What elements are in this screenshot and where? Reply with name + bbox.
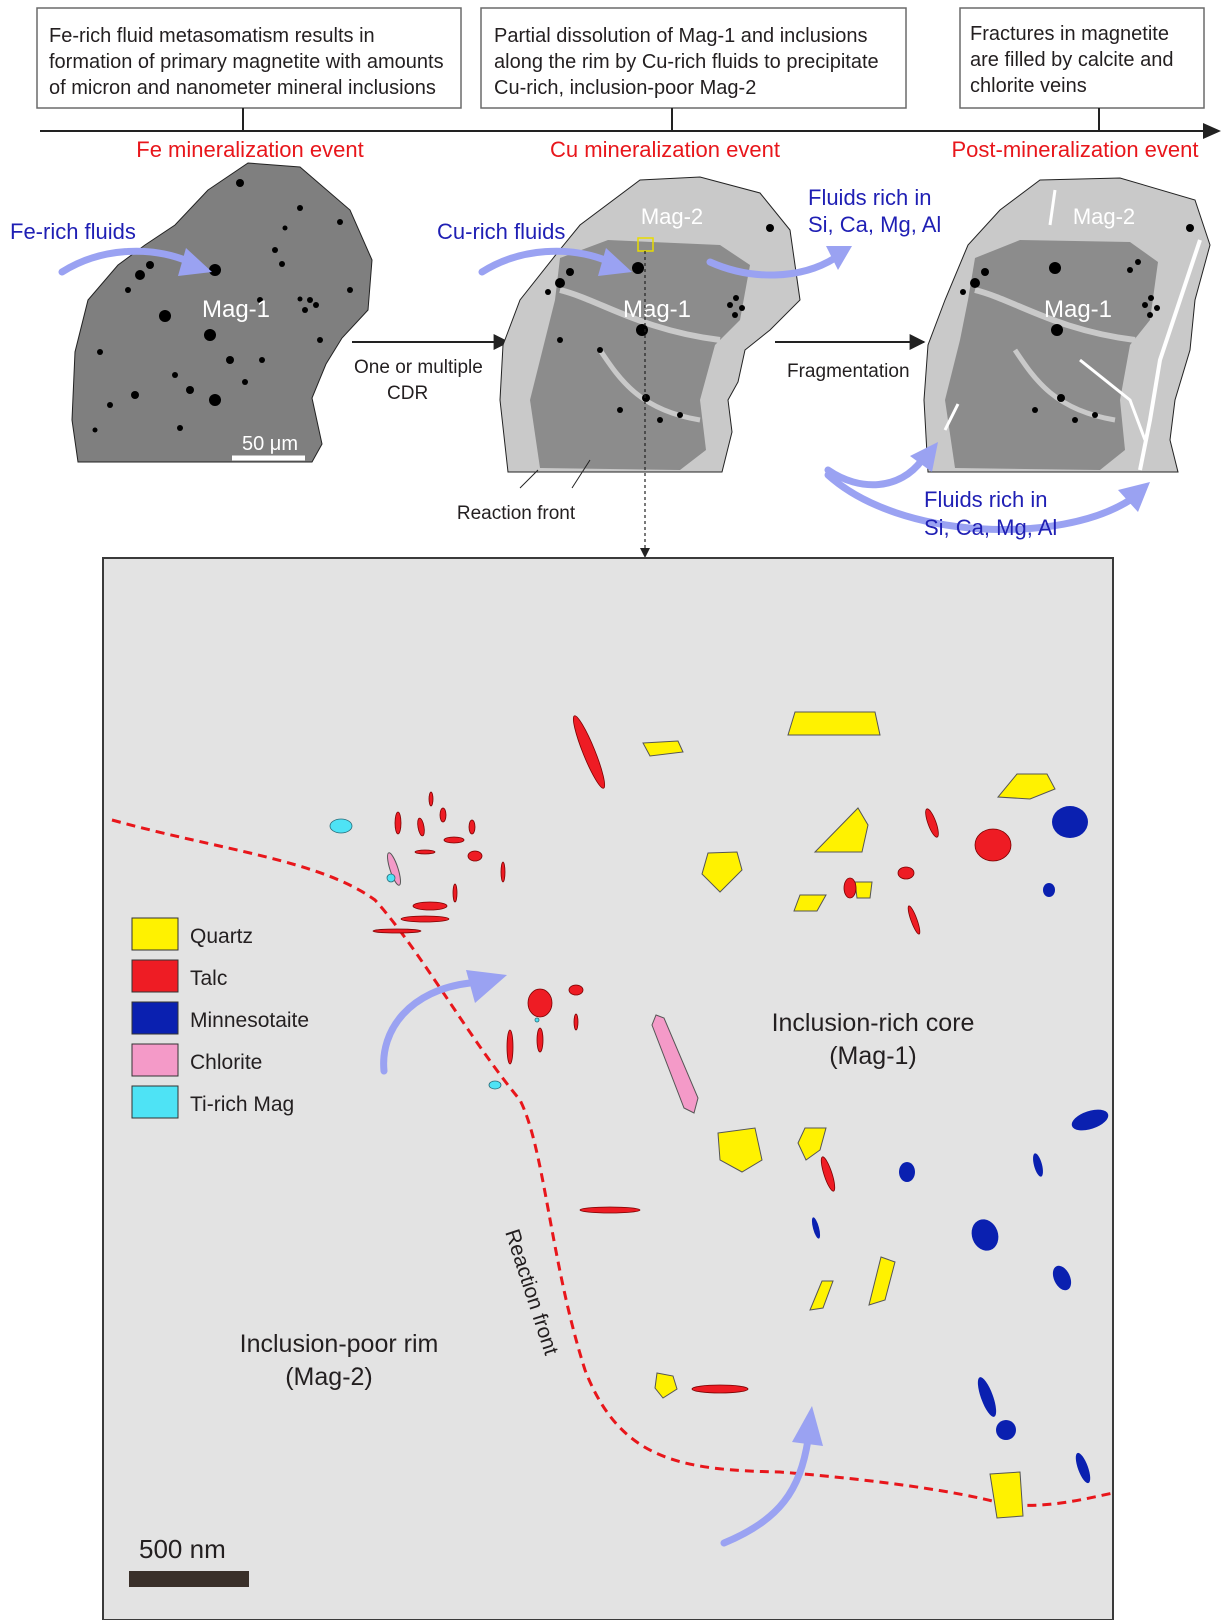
- quartz-grains: [642, 711, 1056, 1519]
- box1-line1: Fe-rich fluid metasomatism results in: [49, 25, 375, 47]
- legend-swatch-chlorite: [131, 1043, 179, 1077]
- description-box-3: Fractures in magnetite are filled by cal…: [959, 7, 1205, 109]
- stage2-mag2-label: Mag-2: [641, 204, 703, 229]
- box1-line3: of micron and nanometer mineral inclusio…: [49, 77, 436, 99]
- core-label-line1: Inclusion-rich core: [772, 1009, 975, 1037]
- stage3-grain: [923, 177, 1211, 473]
- cu-fluids-label: Cu-rich fluids: [437, 219, 565, 244]
- stage1-inclusions: [92, 179, 353, 433]
- box2-line2: along the rim by Cu-rich fluids to preci…: [494, 51, 879, 73]
- description-box-2: Partial dissolution of Mag-1 and inclusi…: [480, 7, 907, 109]
- stage3-mag1-label: Mag-1: [1044, 296, 1112, 323]
- fragmentation-label: Fragmentation: [787, 361, 910, 382]
- legend-label-ti-rich-mag: Ti-rich Mag: [190, 1093, 294, 1116]
- stage2-outfluid-line2: Si, Ca, Mg, Al: [808, 212, 941, 237]
- cu-fluids-arrow: [478, 247, 632, 276]
- stage2-reaction-front-label: Reaction front: [457, 503, 576, 524]
- legend-label-talc: Talc: [190, 967, 227, 990]
- stage3-inclusions: [960, 224, 1194, 423]
- post-event-label: Post-mineralization event: [951, 137, 1198, 162]
- detail-scale-bar: [129, 1571, 249, 1587]
- legend-swatch-talc: [131, 959, 179, 993]
- rim-label-line1: Inclusion-poor rim: [240, 1330, 439, 1358]
- legend-label-quartz: Quartz: [190, 925, 253, 948]
- legend-label-minnesotaite: Minnesotaite: [190, 1009, 309, 1032]
- stage2-mag1-label: Mag-1: [623, 296, 691, 323]
- fe-event-label: Fe mineralization event: [136, 137, 363, 162]
- cu-event-label: Cu mineralization event: [550, 137, 780, 162]
- stage1-mag1-label: Mag-1: [202, 296, 270, 323]
- legend-swatch-ti-rich-mag: [131, 1085, 179, 1119]
- timeline: [40, 108, 1221, 139]
- stage3-fluid-line2: Si, Ca, Mg, Al: [924, 515, 1057, 540]
- core-label-line2: (Mag-1): [829, 1042, 917, 1070]
- box3-line2: are filled by calcite and: [970, 49, 1173, 71]
- fe-fluids-label: Fe-rich fluids: [10, 219, 136, 244]
- stage1-scale-label: 50 μm: [242, 433, 298, 455]
- fe-fluids-arrow: [58, 247, 212, 276]
- detail-scale-label: 500 nm: [139, 1534, 226, 1564]
- stage2-outfluid-line1: Fluids rich in: [808, 185, 931, 210]
- ti-rich-mag-grains: [329, 818, 540, 1090]
- stage3-fluid-line1: Fluids rich in: [924, 487, 1047, 512]
- stage2-inclusions: [545, 224, 774, 423]
- box3-line1: Fractures in magnetite: [970, 23, 1169, 45]
- detail-panel: [102, 557, 1114, 1620]
- detail-fluid-arrows: [380, 970, 823, 1547]
- minnesotaite-grains: [811, 806, 1109, 1484]
- rim-label-line2: (Mag-2): [285, 1363, 373, 1391]
- box2-line3: Cu-rich, inclusion-poor Mag-2: [494, 77, 756, 99]
- cdr-label-line1: One or multiple: [354, 357, 483, 378]
- legend-swatch-minnesotaite: [131, 1001, 179, 1035]
- legend-label-chlorite: Chlorite: [190, 1051, 262, 1074]
- box2-line1: Partial dissolution of Mag-1 and inclusi…: [494, 25, 868, 47]
- out-fluids-arrow: [706, 246, 852, 279]
- cdr-label-line2: CDR: [387, 383, 428, 404]
- description-box-1: Fe-rich fluid metasomatism results in fo…: [36, 7, 462, 109]
- legend: Quartz Talc Minnesotaite Chlorite Ti-ric…: [131, 917, 309, 1119]
- box3-line3: chlorite veins: [970, 75, 1087, 97]
- box1-line2: formation of primary magnetite with amou…: [49, 51, 444, 73]
- talc-grains: [372, 715, 1012, 1394]
- stage1-grain: [71, 162, 373, 463]
- stage3-mag2-label: Mag-2: [1073, 204, 1135, 229]
- stage3-fluid-arrows: [824, 442, 1150, 534]
- chlorite-grains: [387, 852, 699, 1114]
- reaction-front-line: [111, 818, 1114, 1507]
- legend-swatch-quartz: [131, 917, 179, 951]
